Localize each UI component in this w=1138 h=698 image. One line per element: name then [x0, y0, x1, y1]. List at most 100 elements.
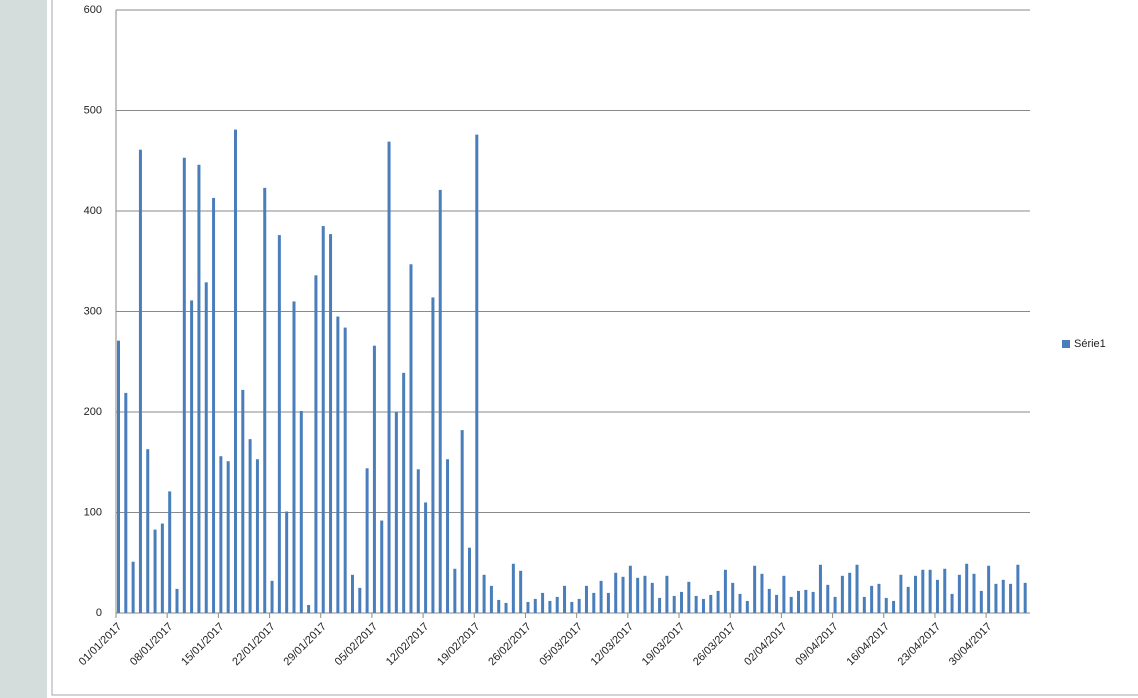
- bar: [745, 600, 749, 613]
- legend-swatch: [1062, 340, 1070, 348]
- bar: [314, 275, 318, 613]
- bar: [606, 592, 610, 613]
- bar: [533, 598, 537, 613]
- bar: [146, 449, 150, 613]
- bar: [680, 591, 684, 613]
- bar: [380, 520, 384, 613]
- bar: [826, 584, 830, 613]
- bar: [117, 340, 120, 613]
- bar: [409, 264, 413, 613]
- bar: [350, 574, 354, 613]
- bar: [570, 601, 574, 613]
- bar: [877, 583, 881, 613]
- bar: [687, 581, 691, 613]
- bar: [709, 594, 713, 613]
- bar: [628, 565, 632, 613]
- y-tick-label: 500: [84, 104, 102, 116]
- bar: [519, 570, 523, 613]
- bar: [1023, 582, 1027, 613]
- bar: [643, 575, 647, 613]
- bar: [862, 596, 866, 613]
- bar: [1016, 564, 1020, 613]
- bar: [621, 576, 625, 613]
- bar: [138, 149, 142, 613]
- bar: [855, 564, 859, 613]
- bar: [782, 575, 786, 613]
- bar: [650, 582, 654, 613]
- legend-label: Série1: [1074, 338, 1106, 350]
- bar: [175, 588, 179, 613]
- bar: [504, 602, 508, 613]
- bar: [168, 491, 172, 613]
- bar: [233, 129, 237, 613]
- bar: [460, 430, 464, 613]
- bar: [497, 599, 501, 613]
- bar: [731, 582, 735, 613]
- bar: [511, 563, 515, 613]
- bar: [811, 591, 815, 613]
- bar: [548, 600, 552, 613]
- bar: [723, 569, 727, 613]
- bar: [965, 563, 969, 613]
- bar: [263, 187, 267, 613]
- bar: [446, 459, 450, 613]
- bar: [665, 575, 669, 613]
- bar: [979, 590, 983, 613]
- bar: [935, 579, 939, 613]
- bar: [358, 587, 362, 613]
- bar: [255, 459, 259, 613]
- bar: [394, 412, 398, 613]
- bar: [321, 226, 325, 613]
- bar: [365, 468, 369, 613]
- bar: [899, 574, 903, 613]
- bar: [658, 597, 662, 613]
- bar: [402, 372, 406, 613]
- bar: [884, 597, 888, 613]
- bar: [292, 301, 296, 613]
- bar: [957, 574, 961, 613]
- bar: [694, 595, 698, 613]
- bar: [672, 595, 676, 613]
- bar: [416, 469, 420, 613]
- bar: [914, 575, 918, 613]
- bar: [277, 235, 281, 613]
- bar: [584, 585, 588, 613]
- y-tick-label: 0: [96, 607, 102, 619]
- bar: [767, 588, 771, 613]
- bar: [636, 577, 640, 613]
- bar: [833, 596, 837, 613]
- bar: [994, 583, 998, 613]
- bar: [789, 596, 793, 613]
- bar: [818, 564, 822, 613]
- bar: [614, 572, 618, 613]
- bar: [453, 568, 457, 613]
- y-tick-label: 100: [84, 506, 102, 518]
- bar: [1001, 579, 1005, 613]
- y-tick-label: 300: [84, 305, 102, 317]
- bar: [431, 297, 435, 613]
- bar: [387, 141, 391, 613]
- bar: [804, 589, 808, 613]
- bar: [797, 590, 801, 613]
- bar: [753, 565, 757, 613]
- bar: [241, 389, 245, 613]
- bar: [372, 345, 376, 613]
- bar: [541, 592, 545, 613]
- bar: [329, 234, 333, 614]
- bar: [219, 456, 223, 613]
- bar: [928, 569, 932, 613]
- bar: [212, 197, 216, 613]
- bar: [160, 523, 164, 613]
- bar: [424, 502, 428, 613]
- bar: [943, 568, 947, 613]
- bar: [343, 327, 347, 613]
- bar: [577, 598, 581, 613]
- bar: [972, 573, 976, 613]
- bar: [307, 604, 311, 613]
- bar: [840, 575, 844, 613]
- bar: [475, 134, 479, 613]
- bar: [489, 585, 493, 613]
- y-tick-label: 400: [84, 205, 102, 217]
